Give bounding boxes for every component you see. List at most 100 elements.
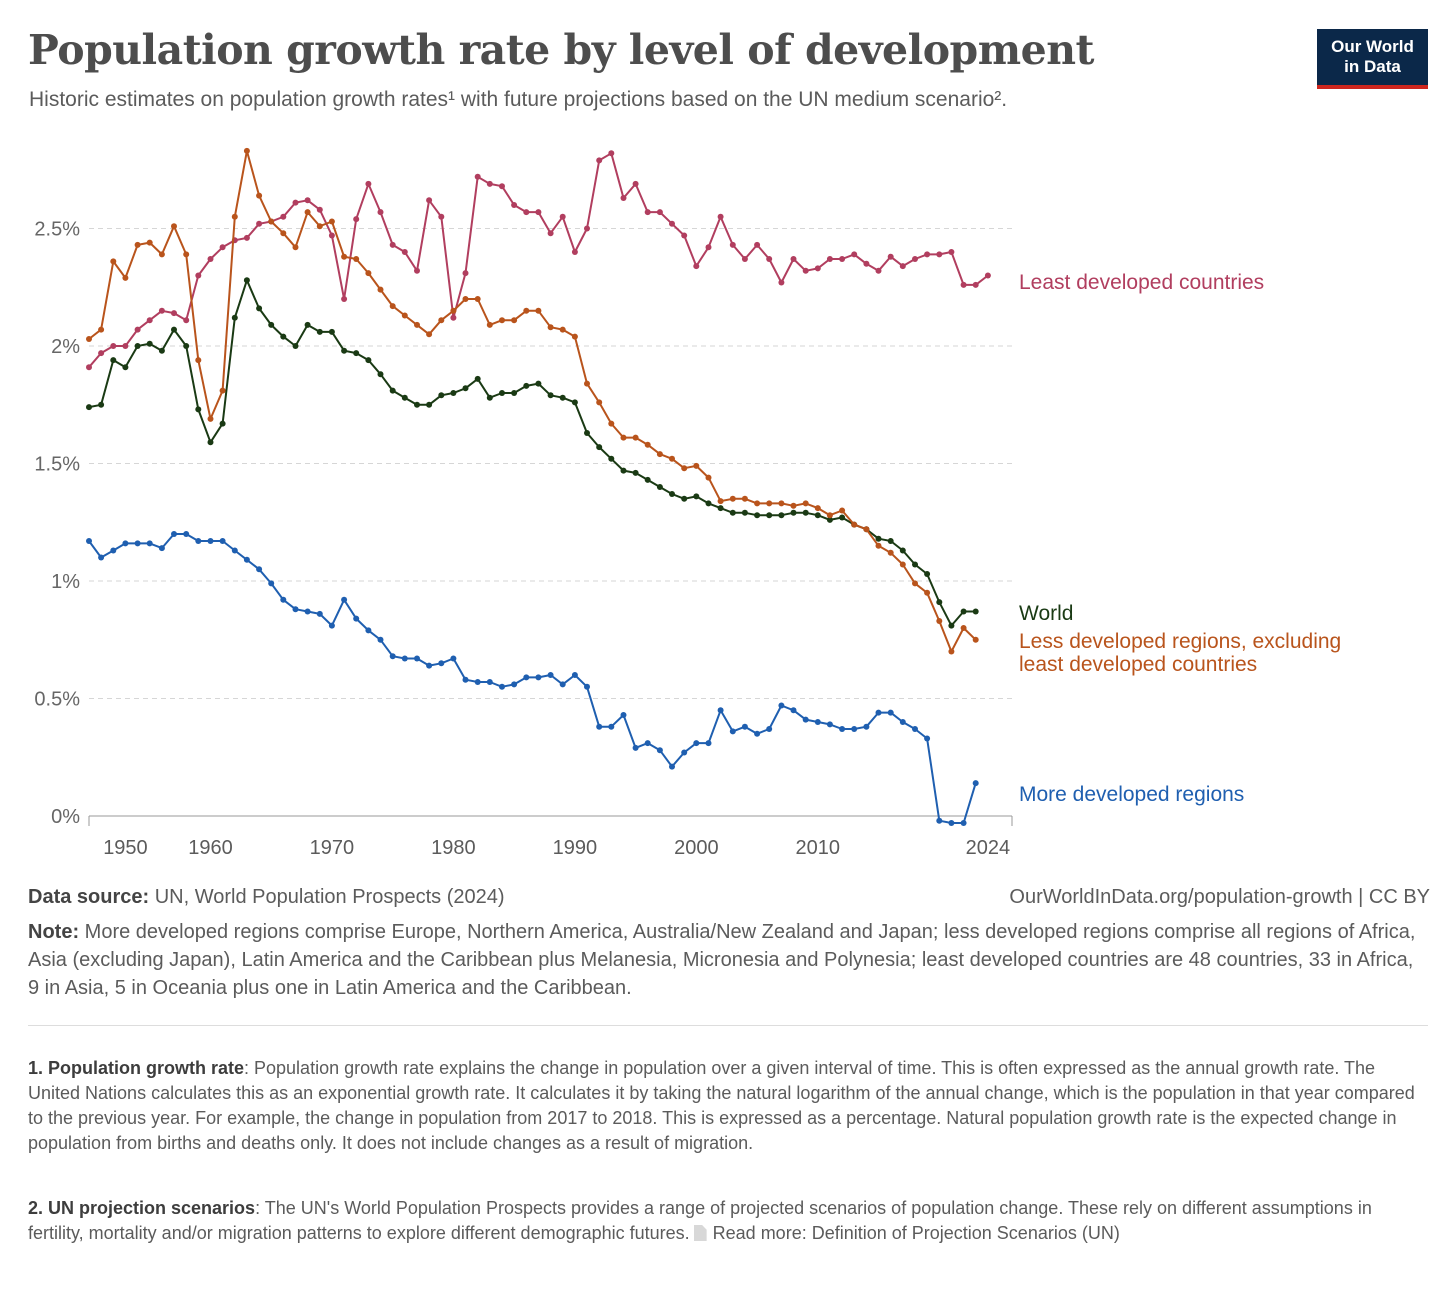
y-tick-label: 0% (51, 806, 80, 828)
data-point (110, 357, 117, 364)
line-chart: 0% 0.5% 1% 1.5% 2% 2.5% 1950 1960 1970 1980 1990 2… (34, 147, 1341, 859)
data-point (596, 157, 603, 164)
data-point (912, 580, 918, 587)
data-point (972, 281, 979, 288)
data-point (474, 173, 481, 180)
data-point (875, 709, 882, 716)
data-point (972, 608, 979, 615)
x-tick-label: 2000 (674, 837, 719, 859)
data-point (644, 441, 651, 448)
y-axis: 0% 0.5% 1% 1.5% 2% 2.5% (34, 219, 80, 829)
data-point (802, 509, 809, 516)
y-tick-label: 0.5% (34, 689, 80, 711)
data-point (98, 326, 105, 333)
data-point (304, 197, 311, 204)
data-point (438, 392, 445, 399)
data-point (705, 244, 712, 251)
data-point (341, 296, 348, 302)
data-point (778, 500, 785, 507)
data-point (365, 270, 372, 277)
data-point (936, 599, 943, 606)
data-point (98, 350, 105, 357)
data-point (195, 538, 202, 544)
data-point (268, 321, 275, 328)
data-point (462, 385, 469, 392)
data-point (899, 719, 906, 725)
data-point (960, 608, 967, 615)
footnote-2-text: : The UN's World Population Prospects pr… (28, 1198, 1372, 1243)
series-line (88, 279, 976, 627)
series-line (88, 149, 977, 653)
data-point (899, 547, 906, 554)
data-point (875, 535, 882, 542)
data-point (134, 540, 141, 547)
data-point (620, 467, 627, 474)
data-point (596, 723, 603, 730)
chart-note: Note: More developed regions comprise Eu… (28, 918, 1423, 1002)
data-point (171, 223, 177, 230)
footnote-1-text: : Population growth rate explains the ch… (28, 1058, 1415, 1153)
data-point (219, 244, 226, 251)
data-point (328, 232, 335, 239)
data-point (462, 296, 469, 302)
data-point (499, 390, 505, 396)
data-point (887, 549, 894, 556)
data-source: Data source: UN, World Population Prospe… (28, 886, 505, 909)
data-point (535, 307, 542, 314)
y-tick-label: 1.5% (34, 454, 80, 476)
data-point (547, 392, 554, 399)
data-point (620, 195, 627, 201)
data-point (377, 636, 384, 643)
data-point (608, 723, 615, 730)
data-point (243, 234, 250, 241)
data-point (632, 744, 639, 751)
data-point (231, 547, 238, 554)
source-text: UN, World Population Prospects (2024) (154, 886, 505, 908)
data-point (863, 723, 870, 730)
data-point (365, 357, 372, 364)
data-point (693, 462, 700, 469)
data-point (608, 420, 615, 427)
data-point (207, 439, 214, 446)
data-point (401, 249, 408, 255)
series-labels: Least developed countries World Less devel… (1019, 271, 1341, 806)
data-point (414, 267, 420, 274)
x-axis: 1950 1960 1970 1980 1990 2000 2010 2024 (88, 816, 1013, 859)
data-point (547, 672, 554, 678)
data-point (243, 277, 250, 284)
data-point (450, 655, 457, 662)
owid-logo[interactable]: Our World in Data (1317, 29, 1428, 89)
source-url[interactable]: OurWorldInData.org/population-growth | C… (1009, 886, 1430, 908)
data-point (814, 719, 821, 725)
data-point (401, 394, 408, 401)
data-point (353, 350, 360, 357)
data-point (584, 225, 590, 232)
data-point (280, 333, 287, 340)
logo-line-2: in Data (1344, 57, 1401, 76)
data-point (158, 251, 165, 258)
footnote-2-link[interactable]: Read more: Definition of Projection Scen… (712, 1223, 1120, 1243)
data-point (717, 213, 724, 220)
data-point (863, 526, 870, 533)
data-point (98, 554, 105, 561)
x-tick-label: 1960 (188, 837, 233, 859)
data-point (195, 406, 202, 413)
data-point (122, 364, 129, 371)
data-point (474, 679, 481, 685)
data-point (705, 740, 712, 747)
document-icon (693, 1225, 707, 1241)
data-point (559, 326, 566, 333)
data-point (243, 556, 250, 563)
data-point (195, 272, 202, 279)
data-point (608, 150, 615, 157)
data-point (268, 218, 275, 225)
x-tick-label: 1950 (103, 837, 148, 859)
data-point (596, 399, 603, 406)
data-point (547, 324, 554, 331)
data-point (729, 241, 736, 248)
data-point (839, 726, 846, 732)
data-point (401, 312, 408, 319)
data-point (960, 281, 967, 288)
data-point (86, 538, 92, 544)
data-point (474, 375, 481, 382)
